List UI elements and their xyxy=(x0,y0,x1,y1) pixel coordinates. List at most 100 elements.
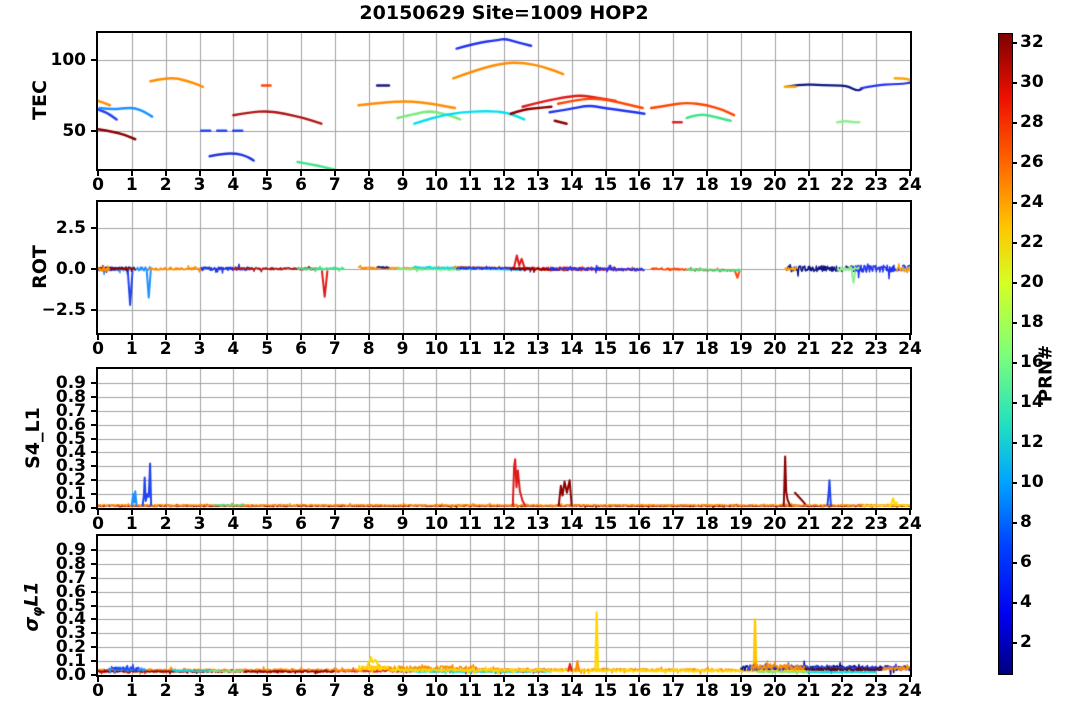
x-tick-label: 6 xyxy=(295,175,307,195)
x-tick xyxy=(807,510,810,515)
x-tick xyxy=(909,510,911,515)
colorbar-tick xyxy=(1012,42,1017,44)
y-axis-label-part: TEC xyxy=(29,80,51,120)
x-tick xyxy=(367,677,370,682)
panel-frame-rot xyxy=(96,200,912,335)
x-tick-label: 14 xyxy=(559,175,584,195)
y-tick xyxy=(91,590,96,593)
x-tick-label: 3 xyxy=(193,175,206,195)
x-tick xyxy=(469,171,472,176)
y-tick-label: 0.3 xyxy=(55,623,86,644)
x-tick xyxy=(164,677,167,682)
x-tick xyxy=(232,171,235,176)
x-tick-label: 8 xyxy=(362,339,375,359)
colorbar-tick-label: 10 xyxy=(1020,472,1044,492)
x-tick xyxy=(435,171,438,176)
x-tick-label: 17 xyxy=(661,175,685,195)
colorbar-tick-label: 16 xyxy=(1020,352,1044,372)
x-tick-label: 0 xyxy=(92,339,104,359)
colorbar-tick xyxy=(1012,202,1017,204)
x-tick xyxy=(401,335,404,340)
x-tick xyxy=(97,510,99,515)
x-tick-label: 2 xyxy=(159,681,172,701)
x-tick-label: 3 xyxy=(193,514,206,534)
x-tick xyxy=(604,677,607,682)
x-tick xyxy=(875,510,878,515)
x-tick xyxy=(503,335,505,340)
y-tick-label: 0.9 xyxy=(55,539,86,560)
x-tick-label: 7 xyxy=(328,681,341,701)
x-tick xyxy=(97,677,99,682)
y-tick-label: 0.1 xyxy=(55,484,86,505)
x-tick xyxy=(435,335,438,340)
x-tick-label: 21 xyxy=(796,514,821,534)
x-tick-label: 10 xyxy=(424,339,449,359)
x-tick-label: 4 xyxy=(227,339,240,359)
x-tick-label: 14 xyxy=(559,339,584,359)
x-tick xyxy=(841,677,844,682)
colorbar-tick-label: 22 xyxy=(1020,232,1044,252)
x-tick-label: 4 xyxy=(227,514,240,534)
x-tick-label: 14 xyxy=(559,514,584,534)
colorbar-tick xyxy=(1012,402,1017,404)
x-tick-label: 1 xyxy=(125,175,138,195)
x-tick-label: 5 xyxy=(261,681,274,701)
y-tick xyxy=(91,646,96,649)
x-tick-label: 9 xyxy=(396,339,409,359)
x-tick-label: 6 xyxy=(295,514,307,534)
y-tick xyxy=(91,493,96,496)
x-tick xyxy=(198,510,201,515)
x-tick xyxy=(164,335,167,340)
x-tick-label: 11 xyxy=(458,339,482,359)
y-tick xyxy=(91,423,96,426)
x-tick xyxy=(536,510,539,515)
x-tick-label: 9 xyxy=(396,681,409,701)
x-tick-label: 0 xyxy=(92,681,104,701)
x-tick-label: 10 xyxy=(424,681,449,701)
x-tick xyxy=(570,171,573,176)
x-tick xyxy=(773,335,776,340)
y-axis-label-part: φ xyxy=(30,606,46,617)
y-tick-label: 100 xyxy=(50,49,87,70)
y-tick xyxy=(91,674,96,676)
x-tick-label: 24 xyxy=(898,514,922,534)
x-tick xyxy=(503,510,505,515)
x-tick xyxy=(807,171,810,176)
x-tick-label: 23 xyxy=(864,175,888,195)
x-tick xyxy=(570,510,573,515)
x-tick-label: 7 xyxy=(328,175,341,195)
x-tick xyxy=(435,677,438,682)
x-tick xyxy=(367,335,370,340)
x-tick xyxy=(164,171,167,176)
x-tick-label: 12 xyxy=(492,681,516,701)
colorbar-tick xyxy=(1012,82,1017,84)
x-tick xyxy=(773,677,776,682)
x-tick-label: 17 xyxy=(661,339,685,359)
y-tick-label: 0.5 xyxy=(55,428,86,449)
x-tick xyxy=(638,510,641,515)
y-tick-label: 2.5 xyxy=(55,217,86,238)
y-tick xyxy=(91,479,96,482)
x-tick-label: 18 xyxy=(695,175,719,195)
y-tick-label: 0.2 xyxy=(55,637,86,658)
x-tick xyxy=(773,510,776,515)
x-tick xyxy=(570,335,573,340)
x-tick xyxy=(130,171,133,176)
colorbar-tick xyxy=(1012,162,1017,164)
x-tick xyxy=(536,335,539,340)
colorbar-tick xyxy=(1012,442,1017,444)
x-tick-label: 5 xyxy=(261,175,274,195)
x-tick xyxy=(300,335,302,340)
x-tick-label: 16 xyxy=(627,514,652,534)
x-tick xyxy=(536,171,539,176)
y-tick-label: 0.1 xyxy=(55,651,86,672)
y-tick-label: 0.8 xyxy=(55,553,86,574)
x-tick xyxy=(333,677,336,682)
y-tick xyxy=(91,437,96,440)
x-tick xyxy=(469,335,472,340)
y-tick xyxy=(91,576,96,579)
colorbar-tick xyxy=(1012,282,1017,284)
x-tick xyxy=(266,677,269,682)
x-tick-label: 21 xyxy=(796,175,821,195)
x-tick-label: 18 xyxy=(695,514,719,534)
